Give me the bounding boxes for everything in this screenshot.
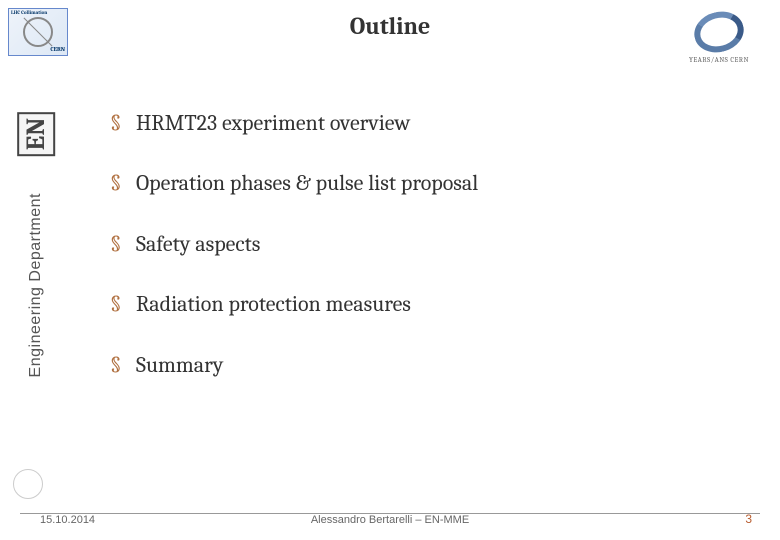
bullet-item: Radiation protection measures bbox=[110, 291, 740, 317]
circle-icon bbox=[13, 469, 43, 499]
content-area: HRMT23 experiment overview Operation pha… bbox=[110, 110, 740, 412]
footer-page-number: 3 bbox=[745, 512, 752, 526]
bullet-item: Safety aspects bbox=[110, 231, 740, 257]
bullet-list: HRMT23 experiment overview Operation pha… bbox=[110, 110, 740, 378]
bullet-item: Summary bbox=[110, 352, 740, 378]
bullet-item: Operation phases & pulse list proposal bbox=[110, 170, 740, 196]
sidebar-cern-logo bbox=[10, 466, 46, 502]
slide-title: Outline bbox=[0, 12, 780, 40]
ring-icon bbox=[690, 6, 749, 58]
sidebar-department-label: Engineering Department bbox=[27, 193, 45, 377]
footer: 15.10.2014 Alessandro Bertarelli – EN-MM… bbox=[0, 506, 780, 526]
logo-right-text: YEARS/ANS CERN bbox=[689, 56, 749, 64]
footer-author: Alessandro Bertarelli – EN-MME bbox=[0, 514, 780, 526]
sidebar-en-badge: EN bbox=[17, 112, 55, 156]
sidebar: EN Engineering Department bbox=[18, 105, 54, 465]
slide: LHC Collimation CERN Outline YEARS/ANS C… bbox=[0, 0, 780, 540]
logo-left-label-bottom: CERN bbox=[50, 46, 65, 53]
logo-cern-60: YEARS/ANS CERN bbox=[674, 8, 764, 68]
bullet-item: HRMT23 experiment overview bbox=[110, 110, 740, 136]
